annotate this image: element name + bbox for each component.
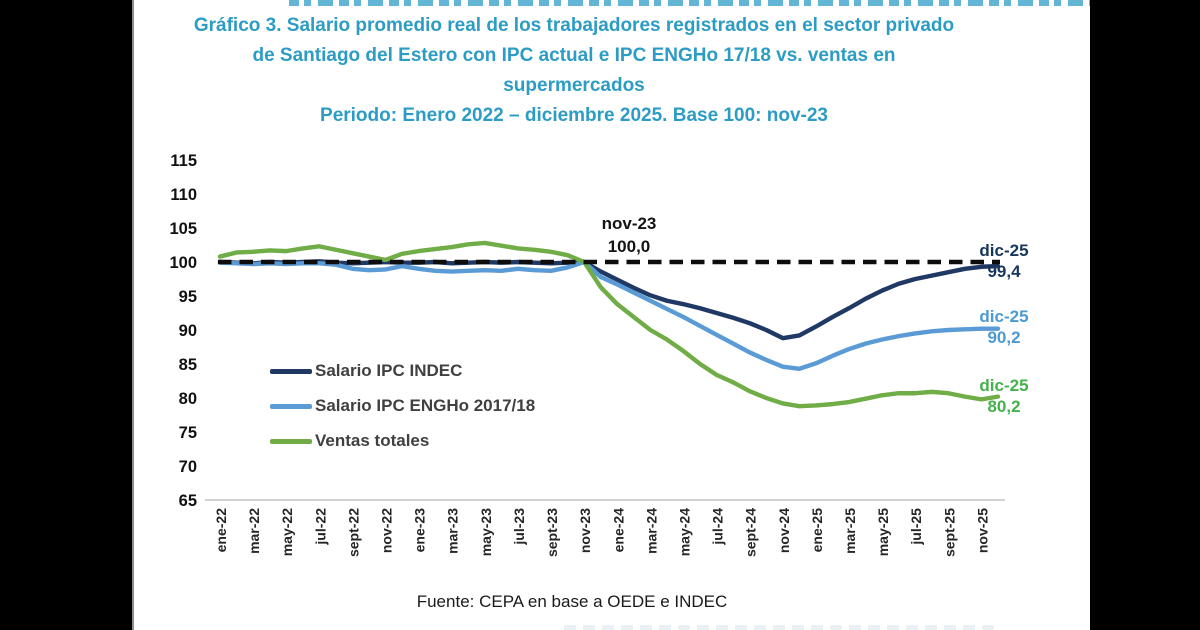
right-black-bar [1090,0,1200,630]
legend-item-ventas: Ventas totales [270,431,535,450]
legend-label-ventas: Ventas totales [315,431,430,450]
title-line-2: de Santiago del Estero con IPC actual e … [252,45,896,66]
cropped-text-top [289,0,1200,6]
indec-end-value: 99,4 [987,262,1021,281]
indec-end-annotation: dic-25 99,4 [950,240,1058,282]
legend-label-engho: Salario IPC ENGHo 2017/18 [315,396,536,415]
engho-line-swatch [270,403,312,409]
title-period: Periodo: Enero 2022 – diciembre 2025. Ba… [320,105,828,126]
title-line-3: supermercados [503,75,645,96]
engho-end-annotation: dic-25 90,2 [950,306,1058,348]
ventas-end-annotation: dic-25 80,2 [950,375,1058,417]
indec-end-label: dic-25 [979,241,1029,260]
legend-item-indec: Salario IPC INDEC [270,361,535,380]
legend-label-indec: Salario IPC INDEC [315,361,463,380]
engho-end-label: dic-25 [979,307,1029,326]
left-black-bar [0,0,132,630]
baseline-annotation-label: nov-23 [601,214,657,233]
source-note: Fuente: CEPA en base a OEDE e INDEC [416,592,728,611]
chart-title: Gráfico 3. Salario promedio real de los … [134,11,1014,131]
ventas-end-value: 80,2 [987,397,1021,416]
engho-end-value: 90,2 [987,328,1021,347]
cropped-text-bottom [564,625,994,630]
ventas-line-swatch [270,438,312,444]
chart-panel: Gráfico 3. Salario promedio real de los … [132,0,1200,630]
ventas-end-label: dic-25 [979,376,1029,395]
chart-legend: Salario IPC INDEC Salario IPC ENGHo 2017… [270,361,536,450]
title-line-1: Gráfico 3. Salario promedio real de los … [193,15,955,36]
baseline-annotation-value: 100,0 [607,237,651,256]
indec-line-swatch [270,368,312,374]
legend-item-engho: Salario IPC ENGHo 2017/18 [270,396,536,415]
baseline-annotation: nov-23 100,0 [554,212,704,258]
